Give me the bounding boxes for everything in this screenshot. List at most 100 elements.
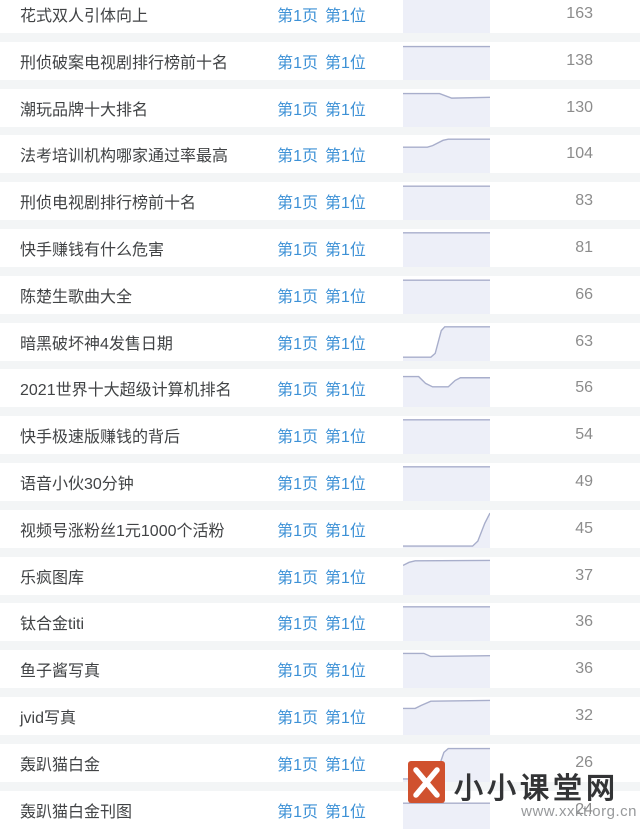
keyword-label: 法考培训机构哪家通过率最高	[20, 148, 229, 166]
rank-page-label: 第1页	[277, 101, 318, 119]
rank-link[interactable]: 第1页 第1位	[240, 657, 403, 681]
rank-link[interactable]: 第1页 第1位	[240, 470, 403, 494]
trend-sparkline	[403, 557, 490, 595]
rank-position-label: 第1位	[325, 475, 366, 493]
sparkline-chart	[403, 135, 490, 174]
keyword-label: 陈楚生歌曲大全	[20, 288, 133, 306]
rank-position-label: 第1位	[325, 195, 366, 213]
rank-page-label: 第1页	[277, 335, 318, 353]
trend-sparkline	[403, 229, 490, 267]
keyword-label: 刑侦电视剧排行榜前十名	[20, 195, 197, 213]
count-value: 83	[575, 192, 593, 210]
rank-link[interactable]: 第1页 第1位	[240, 283, 403, 307]
keyword-label: 鱼子酱写真	[20, 663, 101, 681]
count-value: 56	[575, 379, 593, 397]
table-row: 乐疯图库 第1页 第1位 37	[0, 556, 640, 595]
rank-page-label: 第1页	[277, 429, 318, 447]
sparkline-chart	[403, 229, 490, 267]
brand-x-logo-icon	[408, 761, 445, 803]
sparkline-chart	[403, 416, 490, 455]
count-value: 138	[566, 51, 593, 69]
rank-position-label: 第1位	[325, 663, 366, 681]
rank-position-label: 第1位	[325, 569, 366, 587]
rank-link[interactable]: 第1页 第1位	[240, 798, 403, 822]
table-row: 轰趴猫白金 第1页 第1位 26	[0, 743, 640, 782]
count-value: 63	[575, 332, 593, 350]
sparkline-chart	[403, 89, 490, 127]
count-value: 66	[575, 285, 593, 303]
keyword-label: 钛合金titi	[20, 616, 85, 634]
sparkline-chart	[403, 369, 490, 408]
sparkline-chart	[403, 182, 490, 221]
rank-page-label: 第1页	[277, 569, 318, 587]
rank-link[interactable]: 第1页 第1位	[240, 376, 403, 400]
count-value: 49	[575, 472, 593, 490]
keyword-label: 轰趴猫白金	[20, 756, 101, 774]
trend-sparkline	[403, 369, 490, 408]
rank-link[interactable]: 第1页 第1位	[240, 610, 403, 634]
rank-position-label: 第1位	[325, 616, 366, 634]
rank-page-label: 第1页	[277, 709, 318, 727]
rank-link[interactable]: 第1页 第1位	[240, 2, 403, 26]
table-row: 暗黑破坏神4发售日期 第1页 第1位 63	[0, 322, 640, 361]
rank-link[interactable]: 第1页 第1位	[240, 330, 403, 354]
table-row: 钛合金titi 第1页 第1位 36	[0, 603, 640, 642]
keyword-label: jvid写真	[20, 709, 77, 727]
rank-position-label: 第1位	[325, 101, 366, 119]
rank-page-label: 第1页	[277, 475, 318, 493]
rank-page-label: 第1页	[277, 803, 318, 821]
sparkline-chart	[403, 0, 490, 33]
sparkline-chart	[403, 276, 490, 314]
rank-link[interactable]: 第1页 第1位	[240, 704, 403, 728]
rank-link[interactable]: 第1页 第1位	[240, 236, 403, 260]
rank-link[interactable]: 第1页 第1位	[240, 96, 403, 120]
keyword-label: 快手赚钱有什么危害	[20, 241, 165, 259]
table-row: 法考培训机构哪家通过率最高 第1页 第1位 104	[0, 135, 640, 174]
trend-sparkline	[403, 603, 490, 642]
trend-sparkline	[403, 463, 490, 501]
rank-page-label: 第1页	[277, 663, 318, 681]
count-value: 37	[575, 566, 593, 584]
trend-sparkline	[403, 416, 490, 455]
rank-link[interactable]: 第1页 第1位	[240, 142, 403, 166]
trend-sparkline	[403, 0, 490, 33]
watermark: 小小课堂网 www.xxkt.org.cn	[405, 757, 640, 821]
count-value: 130	[566, 98, 593, 116]
table-row: 鱼子酱写真 第1页 第1位 36	[0, 650, 640, 689]
keyword-label: 刑侦破案电视剧排行榜前十名	[20, 54, 229, 72]
table-row: jvid写真 第1页 第1位 32	[0, 696, 640, 735]
trend-sparkline	[403, 276, 490, 314]
sparkline-chart	[403, 463, 490, 501]
count-value: 26	[575, 753, 593, 771]
table-row: 快手极速版赚钱的背后 第1页 第1位 54	[0, 416, 640, 455]
rank-position-label: 第1位	[325, 709, 366, 727]
rank-page-label: 第1页	[277, 288, 318, 306]
rank-position-label: 第1位	[325, 8, 366, 25]
rank-link[interactable]: 第1页 第1位	[240, 423, 403, 447]
trend-sparkline	[403, 650, 490, 689]
rank-link[interactable]: 第1页 第1位	[240, 517, 403, 541]
rank-page-label: 第1页	[277, 522, 318, 540]
trend-sparkline	[403, 182, 490, 221]
rank-link[interactable]: 第1页 第1位	[240, 751, 403, 775]
keyword-label: 2021世界十大超级计算机排名	[20, 382, 232, 400]
trend-sparkline	[403, 89, 490, 127]
trend-sparkline	[403, 42, 490, 80]
count-value: 104	[566, 145, 593, 163]
rank-link[interactable]: 第1页 第1位	[240, 49, 403, 73]
table-row: 刑侦电视剧排行榜前十名 第1页 第1位 83	[0, 182, 640, 221]
rank-position-label: 第1位	[325, 54, 366, 72]
sparkline-chart	[403, 697, 490, 735]
rank-page-label: 第1页	[277, 195, 318, 213]
count-value: 36	[575, 613, 593, 631]
rank-link[interactable]: 第1页 第1位	[240, 189, 403, 213]
keyword-label: 语音小伙30分钟	[20, 475, 134, 493]
rank-position-label: 第1位	[325, 241, 366, 259]
table-row: 轰趴猫白金刊图 第1页 第1位 24	[0, 790, 640, 829]
sparkline-chart	[403, 650, 490, 689]
count-value: 24	[575, 800, 593, 818]
sparkline-chart	[403, 510, 490, 548]
rank-link[interactable]: 第1页 第1位	[240, 564, 403, 588]
sparkline-chart	[403, 42, 490, 80]
